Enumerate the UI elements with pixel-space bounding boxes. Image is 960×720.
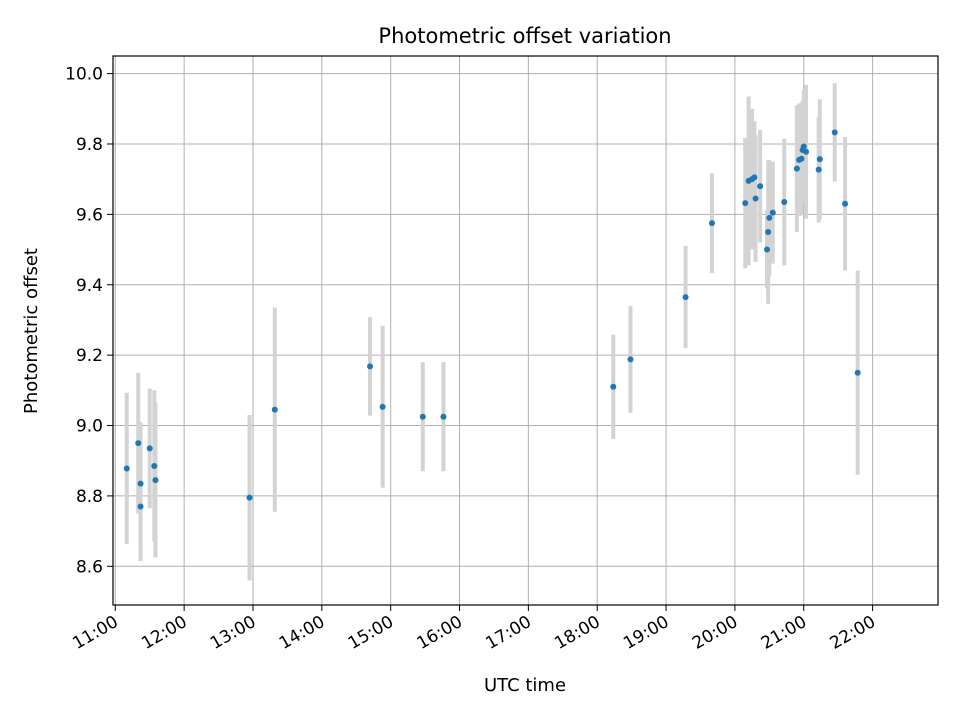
y-tick-label: 8.8 <box>76 487 103 507</box>
data-point <box>367 363 374 370</box>
data-point <box>769 209 776 216</box>
data-point <box>766 214 773 221</box>
data-point <box>271 406 278 413</box>
y-tick-label: 9.6 <box>76 205 103 225</box>
data-point <box>816 156 823 163</box>
data-point <box>419 413 426 420</box>
data-point <box>803 148 810 155</box>
data-point <box>151 462 158 469</box>
data-point <box>123 465 130 472</box>
data-point <box>793 165 800 172</box>
y-tick-label: 9.0 <box>76 417 103 437</box>
y-tick-label: 9.8 <box>76 135 103 155</box>
data-point <box>854 369 861 376</box>
data-point <box>751 174 758 181</box>
data-points <box>123 129 861 510</box>
data-point <box>742 200 749 207</box>
y-axis-label: Photometric offset <box>21 248 42 414</box>
y-tick-label: 9.2 <box>76 346 103 366</box>
data-point <box>152 477 159 484</box>
data-point <box>757 183 764 190</box>
data-point <box>440 413 447 420</box>
data-point <box>135 440 142 447</box>
data-point <box>815 166 822 173</box>
data-point <box>752 195 759 202</box>
data-point <box>246 494 253 501</box>
data-point <box>379 403 386 410</box>
plot-frame <box>112 55 939 606</box>
data-point <box>842 200 849 207</box>
data-point <box>764 246 771 253</box>
data-point <box>137 503 144 510</box>
data-point <box>137 480 144 487</box>
data-point <box>708 220 715 227</box>
data-point <box>831 129 838 136</box>
y-tick-label: 10.0 <box>65 65 103 85</box>
data-point <box>682 294 689 301</box>
data-point <box>146 445 153 452</box>
data-point <box>781 199 788 206</box>
data-point <box>798 155 805 162</box>
data-point <box>627 356 634 363</box>
y-tick-label: 8.6 <box>76 557 103 577</box>
data-point <box>800 143 807 150</box>
x-axis-label: UTC time <box>484 675 566 696</box>
data-point <box>765 228 772 235</box>
y-tick-label: 9.4 <box>76 276 103 296</box>
data-point <box>610 383 617 390</box>
chart-title: Photometric offset variation <box>378 24 671 48</box>
